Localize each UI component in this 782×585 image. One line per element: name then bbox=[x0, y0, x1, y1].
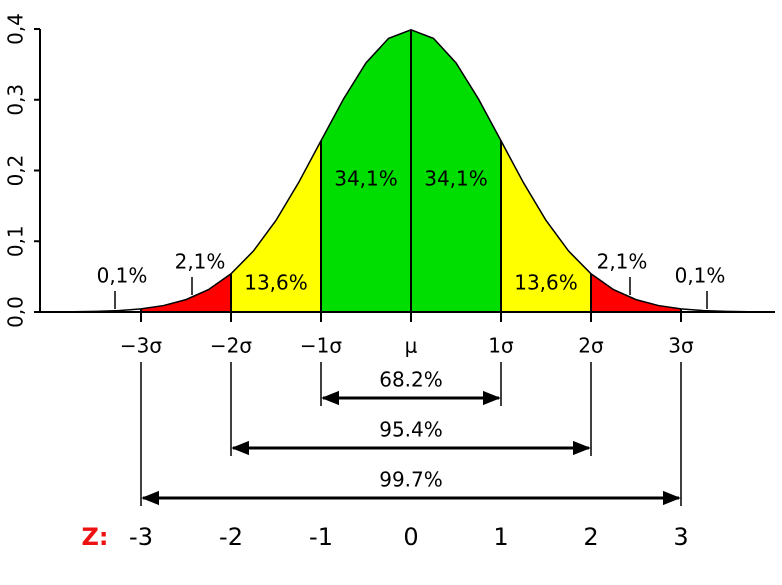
x-tick-label: −3σ bbox=[120, 334, 162, 358]
range-label: 68.2% bbox=[379, 368, 443, 392]
x-tick-label: 3σ bbox=[668, 334, 694, 358]
z-value: 3 bbox=[673, 523, 688, 551]
region bbox=[591, 273, 681, 312]
x-tick-label: −1σ bbox=[300, 334, 342, 358]
z-label: Z: bbox=[82, 523, 109, 551]
y-tick-label: 0,2 bbox=[4, 155, 28, 187]
region-label: 34,1% bbox=[334, 167, 398, 191]
y-tick-label: 0,0 bbox=[4, 296, 28, 328]
z-value: 1 bbox=[493, 523, 508, 551]
region-label: 2,1% bbox=[175, 250, 226, 274]
y-tick-label: 0,3 bbox=[4, 84, 28, 116]
region-label: 34,1% bbox=[424, 167, 488, 191]
x-tick-label: −2σ bbox=[210, 334, 252, 358]
region-label: 0,1% bbox=[675, 264, 726, 288]
z-value: 0 bbox=[403, 523, 418, 551]
z-value: 2 bbox=[583, 523, 598, 551]
region-label: 13,6% bbox=[514, 271, 578, 295]
x-tick-label: μ bbox=[405, 334, 418, 358]
range-label: 99.7% bbox=[379, 468, 443, 492]
region-label: 2,1% bbox=[597, 250, 648, 274]
y-tick-label: 0,4 bbox=[4, 13, 28, 45]
x-tick-label: 2σ bbox=[578, 334, 604, 358]
z-value: -2 bbox=[219, 523, 243, 551]
curve bbox=[50, 28, 772, 313]
x-tick-label: 1σ bbox=[488, 334, 514, 358]
region-label: 13,6% bbox=[244, 271, 308, 295]
region bbox=[141, 273, 231, 312]
y-tick-label: 0,1 bbox=[4, 225, 28, 257]
range-label: 95.4% bbox=[379, 418, 443, 442]
z-value: -3 bbox=[129, 523, 153, 551]
region-label: 0,1% bbox=[97, 264, 148, 288]
z-value: -1 bbox=[309, 523, 333, 551]
